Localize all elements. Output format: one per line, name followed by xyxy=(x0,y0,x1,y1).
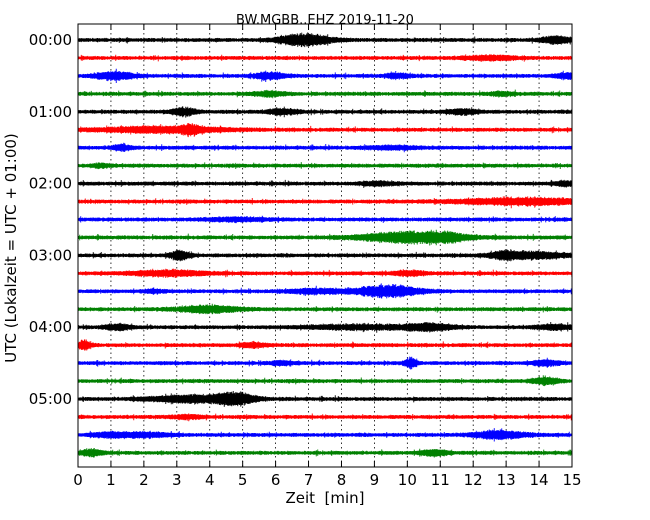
y-axis-label: UTC (Lokalzeit = UTC + 01:00) xyxy=(2,133,20,363)
plot-frame xyxy=(77,23,573,468)
seismogram-trace xyxy=(77,32,573,48)
x-tick-label: 3 xyxy=(172,471,182,489)
seismogram-trace xyxy=(77,268,573,278)
x-tick-label: 12 xyxy=(464,471,483,489)
seismogram-trace xyxy=(77,322,573,333)
x-tick-label: 9 xyxy=(370,471,380,489)
x-axis-ticks: 0 1 2 3 4 5 6 7 8 9 10 11 12 13 14 15 xyxy=(73,24,582,489)
seismogram-trace xyxy=(77,356,573,370)
x-tick-label: 11 xyxy=(431,471,450,489)
x-tick-label: 1 xyxy=(106,471,116,489)
seismogram-trace xyxy=(77,68,573,83)
seismogram-trace xyxy=(77,162,573,170)
seismogram-trace xyxy=(77,390,573,407)
y-tick-label: 02:00 xyxy=(29,175,72,193)
seismogram-trace xyxy=(77,179,573,188)
seismogram-trace xyxy=(77,447,573,458)
x-tick-label: 6 xyxy=(271,471,281,489)
y-tick-label: 00:00 xyxy=(29,31,72,49)
y-tick-label: 01:00 xyxy=(29,103,72,121)
x-axis-label: Zeit [min] xyxy=(285,489,364,507)
seismogram-trace xyxy=(77,339,573,351)
y-axis-ticks: 00:00 01:00 02:00 03:00 04:00 05:00 xyxy=(29,31,572,408)
x-tick-label: 15 xyxy=(562,471,581,489)
seismogram-trace xyxy=(77,196,573,209)
seismogram-trace xyxy=(77,303,573,315)
seismogram-trace xyxy=(77,229,573,246)
x-tick-label: 14 xyxy=(530,471,549,489)
y-tick-label: 05:00 xyxy=(29,390,72,408)
seismogram-trace xyxy=(77,54,573,62)
x-tick-label: 2 xyxy=(139,471,149,489)
seismogram-trace xyxy=(77,106,573,118)
seismogram-trace xyxy=(77,283,573,299)
x-tick-label: 4 xyxy=(205,471,215,489)
chart-title: BW.MGBB..EHZ 2019-11-20 xyxy=(236,13,414,28)
x-tick-label: 8 xyxy=(337,471,347,489)
y-tick-label: 04:00 xyxy=(29,318,72,336)
x-tick-label: 5 xyxy=(238,471,248,489)
x-tick-label: 10 xyxy=(398,471,417,489)
x-tick-label: 7 xyxy=(304,471,314,489)
seismogram-trace xyxy=(77,413,573,422)
seismogram-trace xyxy=(77,123,573,138)
seismogram-trace xyxy=(77,249,573,262)
seismogram-traces xyxy=(77,32,573,458)
x-tick-label: 13 xyxy=(497,471,516,489)
seismogram-trace xyxy=(77,428,573,442)
seismogram-trace xyxy=(77,89,573,99)
x-tick-label: 0 xyxy=(73,471,83,489)
seismogram-trace xyxy=(77,142,573,153)
seismogram-trace xyxy=(77,215,573,224)
y-tick-label: 03:00 xyxy=(29,246,72,264)
seismogram-trace xyxy=(77,375,573,387)
